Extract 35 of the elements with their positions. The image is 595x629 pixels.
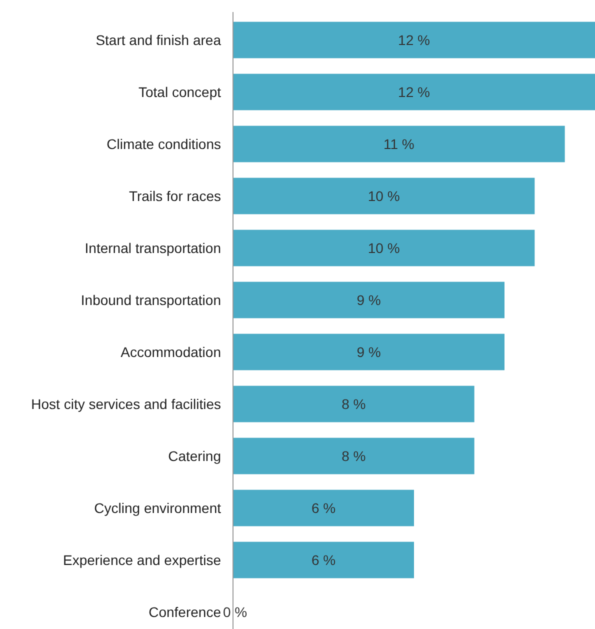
data-label: 9 % — [356, 344, 381, 360]
bar — [233, 334, 504, 370]
data-label: 10 % — [368, 240, 400, 256]
bar — [233, 490, 414, 526]
y-tick-label: Trails for races — [128, 188, 221, 204]
bar — [233, 386, 474, 422]
data-label: 6 % — [311, 552, 336, 568]
y-tick-label: Start and finish area — [96, 32, 222, 48]
bar — [233, 282, 504, 318]
y-tick-label: Catering — [168, 448, 221, 464]
y-tick-label: Conference — [148, 604, 222, 620]
y-tick-label: Accommodation — [120, 344, 221, 360]
bar — [233, 74, 595, 110]
bar — [233, 22, 595, 58]
bar — [233, 230, 535, 266]
data-label: 11 % — [383, 136, 414, 152]
y-tick-label: Cycling environment — [94, 500, 222, 516]
data-label: 12 % — [398, 84, 430, 100]
y-tick-label: Host city services and facilities — [31, 396, 221, 412]
y-tick-label: Inbound transportation — [80, 292, 221, 308]
data-label: 6 % — [311, 500, 336, 516]
bar — [233, 126, 565, 162]
data-label: 9 % — [356, 292, 381, 308]
data-label: 8 % — [342, 396, 366, 412]
data-label: 12 % — [398, 32, 430, 48]
y-tick-label: Climate conditions — [106, 136, 221, 152]
data-label: 0 % — [222, 604, 248, 620]
bar — [233, 178, 535, 214]
y-tick-label: Experience and expertise — [63, 552, 222, 568]
y-tick-label: Internal transportation — [84, 240, 221, 256]
y-tick-label: Total concept — [138, 84, 222, 100]
bar — [233, 438, 474, 474]
data-label: 10 % — [368, 188, 400, 204]
data-label: 8 % — [342, 448, 366, 464]
bar — [233, 542, 414, 578]
